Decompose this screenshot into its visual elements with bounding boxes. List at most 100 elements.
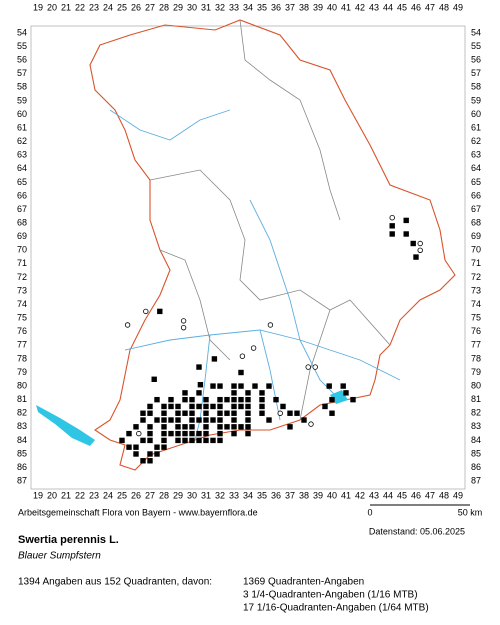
y-label: 57 <box>471 68 481 78</box>
x-label: 40 <box>327 2 337 12</box>
y-label: 81 <box>471 394 481 404</box>
record-square <box>245 403 251 410</box>
x-label: 47 <box>425 490 435 500</box>
record-square <box>157 308 163 315</box>
record-square <box>140 410 146 416</box>
y-label: 63 <box>471 150 481 160</box>
record-square <box>245 417 251 423</box>
record-square <box>217 403 223 410</box>
record-square <box>182 410 188 416</box>
x-label: 28 <box>159 490 169 500</box>
record-square <box>168 396 174 403</box>
record-square <box>126 430 132 437</box>
record-square <box>294 410 300 416</box>
x-label: 27 <box>145 2 155 12</box>
record-square <box>245 390 251 396</box>
y-label: 77 <box>471 340 481 350</box>
x-label: 25 <box>117 490 127 500</box>
record-square <box>259 396 265 403</box>
record-square <box>189 424 195 430</box>
record-square <box>161 437 167 444</box>
y-label: 73 <box>471 285 481 295</box>
record-square <box>182 390 188 396</box>
x-label: 21 <box>61 2 71 12</box>
record-square <box>210 437 216 444</box>
record-square <box>273 396 279 403</box>
record-square <box>175 410 181 416</box>
y-label: 66 <box>471 190 481 200</box>
x-label: 39 <box>313 490 323 500</box>
y-label: 80 <box>17 380 27 390</box>
y-label: 63 <box>17 150 27 160</box>
x-label: 42 <box>355 490 365 500</box>
x-label: 33 <box>229 490 239 500</box>
x-label: 23 <box>89 2 99 12</box>
x-label: 47 <box>425 2 435 12</box>
record-square <box>231 424 237 430</box>
y-label: 67 <box>471 204 481 214</box>
y-label: 55 <box>471 41 481 51</box>
x-label: 27 <box>145 490 155 500</box>
record-square <box>217 417 223 423</box>
record-square <box>196 390 202 396</box>
record-square <box>161 410 167 416</box>
river <box>109 109 231 141</box>
x-label: 25 <box>117 2 127 12</box>
y-label: 86 <box>471 462 481 472</box>
x-label: 32 <box>215 490 225 500</box>
record-square <box>231 383 237 389</box>
y-label: 62 <box>17 136 27 146</box>
x-label: 36 <box>271 2 281 12</box>
record-square <box>266 383 272 389</box>
record-square <box>196 403 202 410</box>
y-label: 67 <box>17 204 27 214</box>
record-square <box>189 403 195 410</box>
y-label: 87 <box>17 476 27 486</box>
record-square <box>140 437 146 444</box>
record-square <box>189 437 195 444</box>
record-square <box>147 458 153 464</box>
record-square <box>203 410 209 416</box>
y-label: 65 <box>17 177 27 187</box>
record-square <box>231 390 237 396</box>
record-square <box>154 451 160 457</box>
x-label: 41 <box>341 490 351 500</box>
x-label: 29 <box>173 2 183 12</box>
record-square <box>301 417 307 423</box>
record-square <box>389 223 395 229</box>
x-label: 26 <box>131 2 141 12</box>
record-square <box>238 383 244 389</box>
summary: 1394 Angaben aus 152 Quadranten, davon: <box>18 577 212 588</box>
record-square <box>189 396 195 403</box>
old-record <box>417 247 423 253</box>
y-label: 71 <box>471 258 481 268</box>
lake <box>36 405 95 446</box>
record-square <box>182 424 188 430</box>
common-name: Blauer Sumpfstern <box>18 551 101 562</box>
record-square <box>245 424 251 430</box>
district-border <box>299 309 331 421</box>
old-record <box>136 430 142 437</box>
record-square <box>259 410 265 416</box>
record-square <box>147 403 153 410</box>
y-label: 64 <box>17 163 27 173</box>
old-record <box>250 345 257 351</box>
record-square <box>189 417 195 423</box>
breakdown: 3 1/4-Quadranten-Angaben (1/16 MTB) <box>243 590 418 601</box>
district-border <box>239 19 341 221</box>
record-square <box>168 430 174 437</box>
record-square <box>168 417 174 423</box>
x-label: 48 <box>439 490 449 500</box>
record-square <box>154 396 160 403</box>
y-label: 80 <box>471 380 481 390</box>
record-square <box>343 390 349 396</box>
record-square <box>203 403 209 410</box>
state-border <box>89 19 456 471</box>
record-square <box>210 383 216 389</box>
y-label: 57 <box>17 68 27 78</box>
old-record <box>305 364 311 370</box>
x-label: 43 <box>369 490 379 500</box>
y-label: 60 <box>17 109 27 119</box>
record-square <box>196 364 202 370</box>
